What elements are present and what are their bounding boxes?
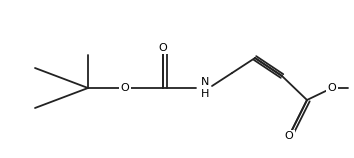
Text: N: N (201, 77, 209, 87)
Text: H: H (201, 89, 209, 99)
Text: H: H (201, 91, 209, 101)
Text: O: O (327, 83, 336, 93)
Text: O: O (159, 43, 167, 53)
Text: N: N (201, 78, 209, 88)
Text: O: O (121, 83, 129, 93)
Text: O: O (285, 131, 293, 141)
